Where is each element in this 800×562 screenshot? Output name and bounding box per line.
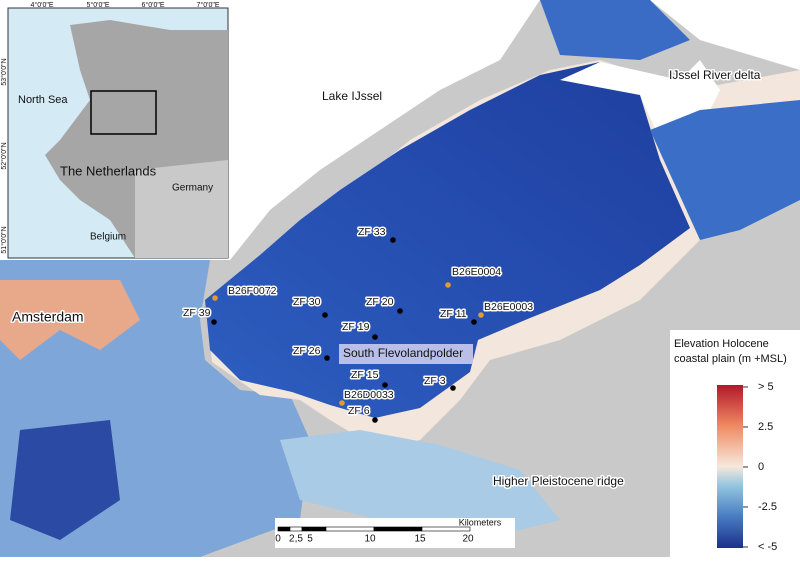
inset-label: Germany <box>172 183 213 194</box>
urban-area <box>0 280 140 360</box>
sample-point <box>212 295 218 301</box>
map-label: South Flevolandpolder <box>343 346 463 360</box>
point-label: ZF 26 <box>293 345 321 357</box>
sample-point <box>324 355 330 361</box>
scale-title: Kilometers <box>459 517 502 527</box>
sample-point <box>390 237 396 243</box>
scale-segment <box>277 526 291 532</box>
point-label: B26E0003 <box>484 301 533 313</box>
point-label: ZF 19 <box>342 321 370 333</box>
sample-point <box>211 319 217 325</box>
inset-extent <box>90 90 157 135</box>
sample-point <box>450 385 456 391</box>
scale-segment <box>289 526 303 532</box>
ridge-margin <box>280 430 560 540</box>
sample-point <box>445 282 451 288</box>
point-label: ZF 6 <box>348 405 370 417</box>
point-label: ZF 30 <box>293 296 321 308</box>
inset-map <box>7 7 229 259</box>
point-label: B26E0004 <box>452 266 501 278</box>
scale-tick: 20 <box>462 534 474 545</box>
scale-segment <box>421 526 471 532</box>
inset-neighbours <box>135 160 228 258</box>
sample-point <box>372 417 378 423</box>
point-label: ZF 20 <box>366 296 394 308</box>
sample-point <box>471 319 477 325</box>
scale-tick: 5 <box>307 534 313 545</box>
point-label: ZF 15 <box>351 369 379 381</box>
polder-patch <box>10 420 120 540</box>
scale-tick: 2,5 <box>289 534 303 545</box>
lon-tick: 7°0'0"E <box>197 1 220 9</box>
legend-tick-label: > 5 <box>758 381 774 393</box>
legend-tick-label: < -5 <box>758 541 777 553</box>
inset-label: Belgium <box>90 232 126 243</box>
label-box <box>339 344 473 364</box>
sample-point <box>478 312 484 318</box>
scale-segment <box>325 526 375 532</box>
point-label: B26D0033 <box>344 389 394 401</box>
inset-label: The Netherlands <box>60 163 157 178</box>
map-label: Higher Pleistocene ridge <box>493 474 624 488</box>
lon-tick: 4°0'0"E <box>31 1 54 9</box>
point-label: ZF 11 <box>440 308 467 320</box>
ne-polder <box>540 0 690 60</box>
legend-tick-label: 0 <box>758 461 764 473</box>
sample-point <box>339 400 345 406</box>
map-label: IJssel River delta <box>669 68 761 82</box>
scale-tick: 15 <box>414 534 426 545</box>
scale-segment <box>301 526 327 532</box>
point-label: ZF 33 <box>358 226 386 238</box>
legend-tick-label: -2.5 <box>758 501 777 513</box>
point-label: ZF 3 <box>424 375 446 387</box>
inset-label: North Sea <box>18 94 68 106</box>
lat-tick: 52°0'0"N <box>0 142 8 169</box>
scale-tick: 10 <box>364 534 376 545</box>
scale-tick: 0 <box>275 534 281 545</box>
south-flevoland <box>205 62 690 418</box>
point-label: ZF 39 <box>183 307 211 319</box>
legend-ramp <box>717 385 743 548</box>
map-label: Amsterdam <box>12 309 84 325</box>
sample-point <box>397 308 403 314</box>
sample-point <box>382 382 388 388</box>
legend-tick-label: 2.5 <box>758 421 773 433</box>
sample-point <box>372 334 378 340</box>
point-label: B26F0072 <box>228 285 277 297</box>
scale-segment <box>373 526 423 532</box>
legend-title: coastal plain (m +MSL) <box>674 353 787 365</box>
lon-tick: 5°0'0"E <box>87 1 110 9</box>
legend-title: Elevation Holocene <box>674 338 769 350</box>
sample-point <box>322 312 328 318</box>
map-label: Lake IJssel <box>322 89 382 103</box>
lat-tick: 51°0'0"N <box>0 226 8 253</box>
lon-tick: 6°0'0"E <box>142 1 165 9</box>
lat-tick: 53°0'0"N <box>0 58 8 85</box>
ne-land <box>650 100 800 240</box>
scale-box <box>275 518 515 548</box>
